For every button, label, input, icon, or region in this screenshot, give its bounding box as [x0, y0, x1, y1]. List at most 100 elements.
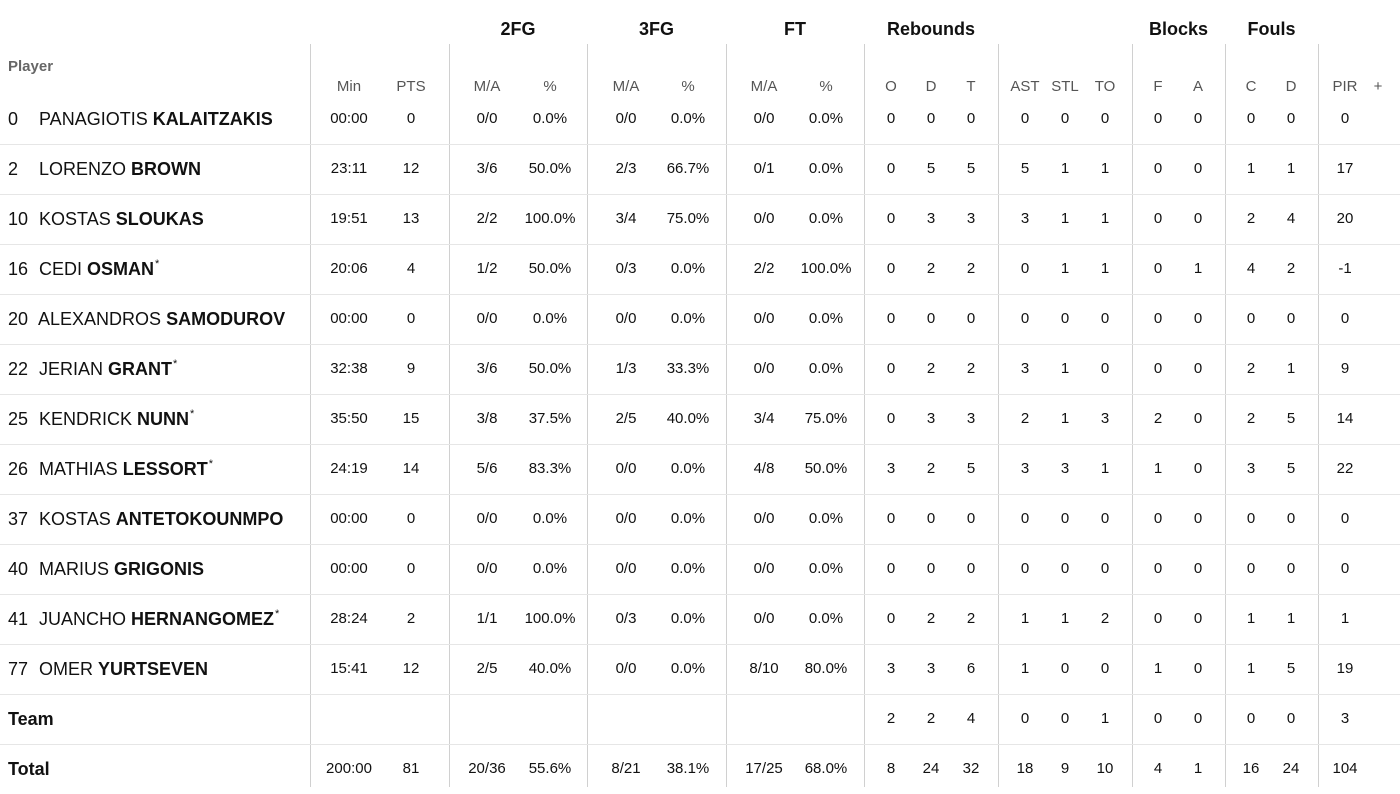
table-row[interactable]: 37 KOSTAS ANTETOKOUNMPO 00:00 0 0/0 0.0% 0/0 0…: [0, 494, 1400, 545]
column-header-3fg-pct[interactable]: %: [681, 78, 695, 95]
group-header-blocks: Blocks: [1148, 19, 1209, 39]
stat-cell-ft-pct: 50.0%: [804, 460, 848, 477]
stat-cell-fg3-ma: 0/3: [615, 610, 637, 627]
stat-cell-fg3-pct: 0.0%: [670, 510, 706, 527]
player-name[interactable]: 0 PANAGIOTIS KALAITZAKIS: [8, 94, 274, 144]
stat-cell-pts: 9: [406, 360, 416, 377]
stat-cell-pts: 0: [406, 560, 416, 577]
stat-cell-blk-f: 0: [1153, 610, 1163, 627]
stat-cell-foul-d: 5: [1286, 410, 1296, 427]
divider-line: [587, 44, 588, 787]
player-number: 20: [8, 309, 29, 329]
stat-cell-to: 0: [1100, 660, 1110, 677]
player-first-name: MARIUS: [39, 559, 110, 579]
column-header-ast[interactable]: AST: [1010, 78, 1040, 95]
player-name[interactable]: 40 MARIUS GRIGONIS: [8, 544, 205, 594]
player-first-name: JUANCHO: [39, 609, 127, 629]
stat-cell-ast: 1: [1020, 610, 1030, 627]
player-last-name: GRIGONIS: [114, 559, 205, 579]
stat-cell-to: 3: [1100, 410, 1110, 427]
stat-cell-fg3-pct: 33.3%: [666, 360, 710, 377]
stat-cell-ft-ma: 0/1: [753, 160, 775, 177]
stat-cell-reb-t: 0: [966, 110, 976, 127]
group-header-ft: FT: [784, 19, 806, 39]
stat-cell-stl: 9: [1060, 760, 1070, 777]
table-row[interactable]: 77 OMER YURTSEVEN 15:41 12 2/5 40.0% 0/0 0.0% 8…: [0, 644, 1400, 695]
table-row[interactable]: 41 JUANCHO HERNANGOMEZ* 28:24 2 1/1 100.0% 0/…: [0, 594, 1400, 645]
stat-cell-pir: 104: [1332, 760, 1358, 777]
column-header-blk-f[interactable]: F: [1153, 78, 1163, 95]
player-first-name: LORENZO: [39, 159, 127, 179]
column-header-ft-ma[interactable]: M/A: [750, 78, 778, 95]
stat-cell-foul-d: 0: [1286, 110, 1296, 127]
player-name[interactable]: 37 KOSTAS ANTETOKOUNMPO: [8, 494, 284, 544]
column-header-reb-d[interactable]: D: [925, 78, 937, 95]
stat-cell-fg3-ma: 0/0: [615, 460, 637, 477]
stat-cell-reb-o: 0: [886, 610, 896, 627]
stat-cell-foul-c: 16: [1242, 760, 1260, 777]
column-header-player[interactable]: Player: [8, 58, 54, 75]
column-header-blk-a[interactable]: A: [1192, 78, 1203, 95]
player-name[interactable]: 22 JERIAN GRANT*: [8, 344, 177, 394]
stat-cell-reb-d: 2: [926, 460, 936, 477]
column-header-plus-minus[interactable]: +: [1373, 78, 1383, 95]
table-row[interactable]: 26 MATHIAS LESSORT* 24:19 14 5/6 83.3% 0/0 0.0…: [0, 444, 1400, 495]
table-row[interactable]: 2 LORENZO BROWN 23:11 12 3/6 50.0% 2/3 66.7% 0/…: [0, 144, 1400, 195]
stat-cell-fg2-pct: 100.0%: [524, 610, 576, 627]
column-header-ft-pct[interactable]: %: [819, 78, 833, 95]
stat-cell-fg3-pct: 75.0%: [666, 210, 710, 227]
column-header-3fg-ma[interactable]: M/A: [612, 78, 640, 95]
stat-cell-fg3-ma: 0/0: [615, 560, 637, 577]
stat-cell-ft-pct: 0.0%: [808, 310, 844, 327]
divider-line: [310, 44, 311, 787]
stat-cell-min: 35:50: [330, 410, 368, 427]
stat-cell-stl: 1: [1060, 610, 1070, 627]
column-header-2fg-ma[interactable]: M/A: [473, 78, 501, 95]
player-name[interactable]: 25 KENDRICK NUNN*: [8, 394, 194, 444]
stat-cell-reb-o: 0: [886, 160, 896, 177]
column-header-pir[interactable]: PIR: [1332, 78, 1358, 95]
player-name[interactable]: 16 CEDI OSMAN*: [8, 244, 159, 294]
stat-cell-blk-a: 0: [1193, 710, 1203, 727]
player-name[interactable]: 77 OMER YURTSEVEN: [8, 644, 209, 694]
player-name[interactable]: 2 LORENZO BROWN: [8, 144, 202, 194]
player-first-name: OMER: [39, 659, 94, 679]
stat-cell-fg3-pct: 38.1%: [666, 760, 710, 777]
table-row[interactable]: 0 PANAGIOTIS KALAITZAKIS 00:00 0 0/0 0.0% 0/0…: [0, 94, 1400, 145]
stat-cell-pir: 0: [1340, 310, 1350, 327]
column-header-reb-t[interactable]: T: [966, 78, 976, 95]
table-row[interactable]: 22 JERIAN GRANT* 32:38 9 3/6 50.0% 1/3 33.3% 0/…: [0, 344, 1400, 395]
column-header-min[interactable]: Min: [336, 78, 362, 95]
stat-cell-pts: 13: [402, 210, 420, 227]
stat-cell-to: 0: [1100, 560, 1110, 577]
stat-cell-fg2-ma: 3/8: [476, 410, 498, 427]
column-header-pts[interactable]: PTS: [396, 78, 426, 95]
stat-cell-blk-f: 0: [1153, 560, 1163, 577]
player-name[interactable]: 20 ALEXANDROS SAMODUROV: [8, 294, 286, 344]
stat-cell-to: 1: [1100, 210, 1110, 227]
stat-cell-fg2-ma: 5/6: [476, 460, 498, 477]
stat-cell-min: 00:00: [330, 110, 368, 127]
column-header-foul-d[interactable]: D: [1285, 78, 1297, 95]
column-header-2fg-pct[interactable]: %: [543, 78, 557, 95]
stat-cell-pts: 14: [402, 460, 420, 477]
player-number: 22: [8, 359, 29, 379]
player-name[interactable]: 10 KOSTAS SLOUKAS: [8, 194, 205, 244]
column-header-stl[interactable]: STL: [1051, 78, 1079, 95]
player-name[interactable]: 26 MATHIAS LESSORT*: [8, 444, 213, 494]
stat-cell-foul-c: 0: [1246, 710, 1256, 727]
table-row[interactable]: 25 KENDRICK NUNN* 35:50 15 3/8 37.5% 2/5 40.0%…: [0, 394, 1400, 445]
table-row[interactable]: 10 KOSTAS SLOUKAS 19:51 13 2/2 100.0% 3/4 75.0…: [0, 194, 1400, 245]
player-name[interactable]: 41 JUANCHO HERNANGOMEZ*: [8, 594, 279, 644]
column-header-reb-o[interactable]: O: [885, 78, 897, 95]
stat-cell-reb-d: 3: [926, 410, 936, 427]
stat-cell-blk-f: 0: [1153, 510, 1163, 527]
stat-cell-fg3-ma: 2/5: [615, 410, 637, 427]
table-row[interactable]: 40 MARIUS GRIGONIS 00:00 0 0/0 0.0% 0/0 0.0% 0/…: [0, 544, 1400, 595]
stat-cell-ft-ma: 0/0: [753, 360, 775, 377]
table-row[interactable]: 20 ALEXANDROS SAMODUROV 00:00 0 0/0 0.0% 0/0 0…: [0, 294, 1400, 345]
column-header-to[interactable]: TO: [1094, 78, 1116, 95]
stat-cell-ast: 0: [1020, 260, 1030, 277]
column-header-foul-c[interactable]: C: [1245, 78, 1257, 95]
table-row[interactable]: 16 CEDI OSMAN* 20:06 4 1/2 50.0% 0/3 0.0% 2/2 10…: [0, 244, 1400, 295]
